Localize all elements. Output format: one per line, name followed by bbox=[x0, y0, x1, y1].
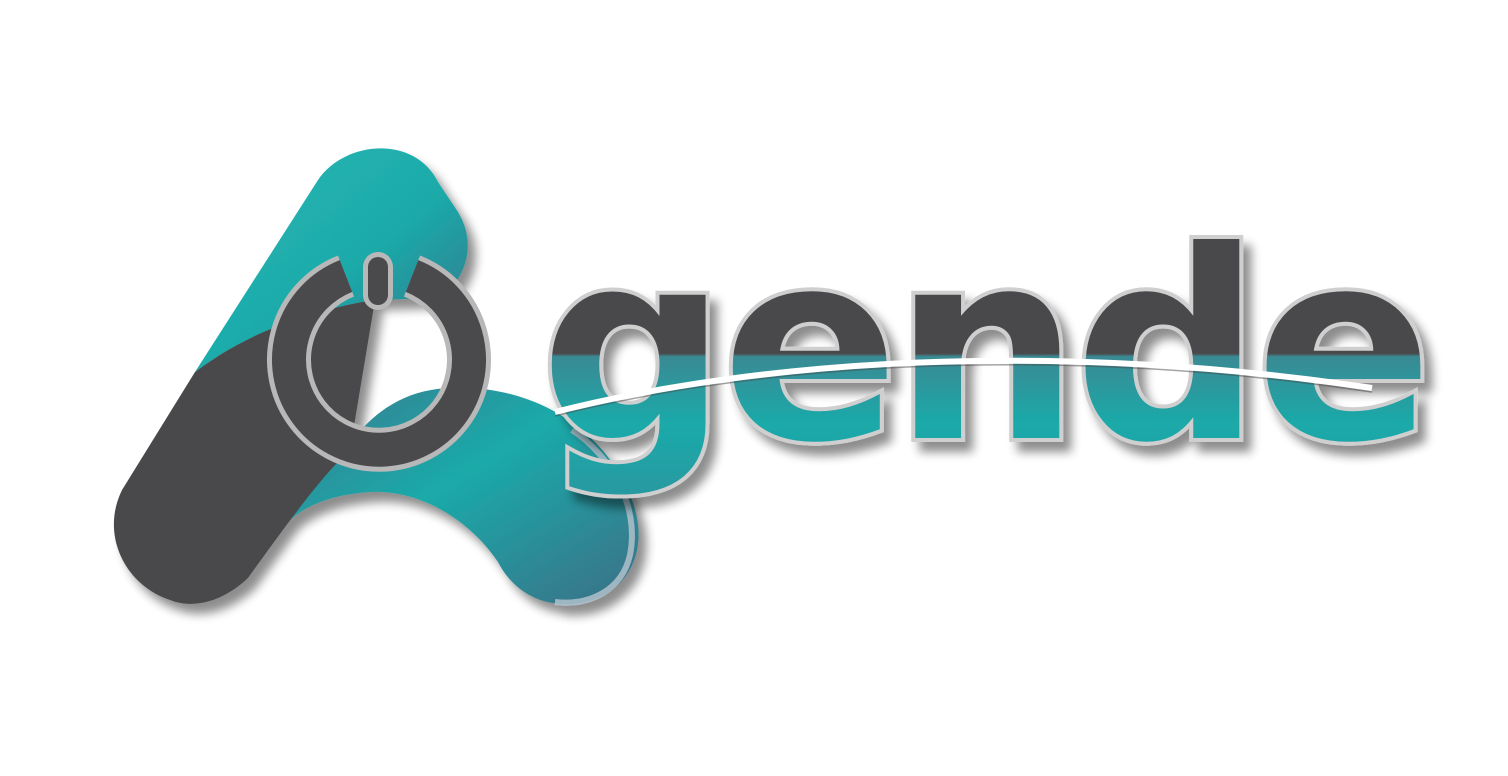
wordmark-text: gende bbox=[540, 195, 1427, 500]
power-bar bbox=[368, 257, 388, 305]
wordmark: gende gende bbox=[536, 191, 1437, 504]
power-ring-inner bbox=[272, 260, 486, 467]
wordmark-outline: gende bbox=[540, 195, 1427, 500]
power-icon bbox=[267, 252, 491, 472]
swoosh-line bbox=[554, 357, 1373, 415]
swoosh-line-edge bbox=[554, 364, 1373, 417]
a-loop-rim bbox=[554, 427, 635, 606]
